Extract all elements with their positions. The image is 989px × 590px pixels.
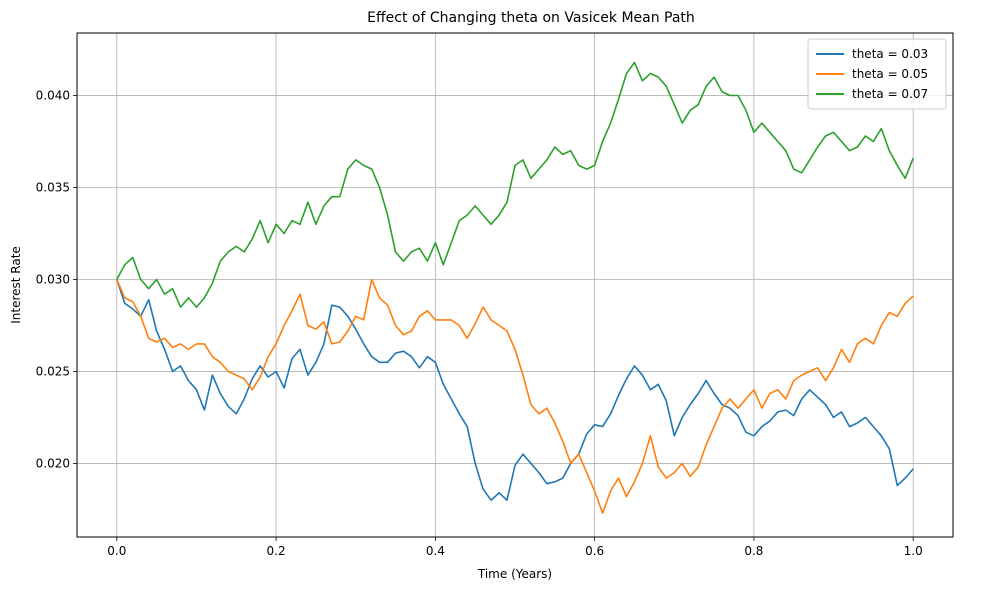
- legend-entry-3: theta = 0.07: [852, 87, 928, 101]
- x-tick-label: 0.6: [585, 544, 604, 558]
- x-tick-label: 0.4: [426, 544, 445, 558]
- y-tick-label: 0.025: [36, 364, 70, 378]
- y-axis: 0.020 0.025 0.030 0.035 0.040: [36, 89, 77, 470]
- legend-box: [807, 38, 947, 110]
- series-line-1: [116, 279, 914, 501]
- series-layer: [116, 61, 914, 514]
- x-axis: 0.0 0.2 0.4 0.6 0.8 1.0: [107, 537, 923, 558]
- x-tick-label: 0.0: [107, 544, 126, 558]
- chart-title: Effect of Changing theta on Vasicek Mean…: [367, 10, 695, 26]
- legend-entry-1: theta = 0.03: [852, 47, 928, 61]
- y-tick-label: 0.040: [36, 89, 70, 103]
- y-tick-label: 0.020: [36, 456, 70, 470]
- x-axis-label: Time (Years): [477, 567, 552, 581]
- x-tick-label: 0.8: [744, 544, 763, 558]
- plot-frame: [76, 32, 954, 538]
- series-line-3: [116, 61, 914, 308]
- grid: [77, 33, 953, 537]
- x-tick-label: 1.0: [904, 544, 923, 558]
- series-line-2: [116, 278, 914, 514]
- y-axis-label: Interest Rate: [9, 246, 23, 324]
- y-tick-label: 0.030: [36, 272, 70, 286]
- x-tick-label: 0.2: [267, 544, 286, 558]
- legend-entry-2: theta = 0.05: [852, 67, 928, 81]
- y-tick-label: 0.035: [36, 181, 70, 195]
- legend: theta = 0.03 theta = 0.05 theta = 0.07: [807, 38, 947, 110]
